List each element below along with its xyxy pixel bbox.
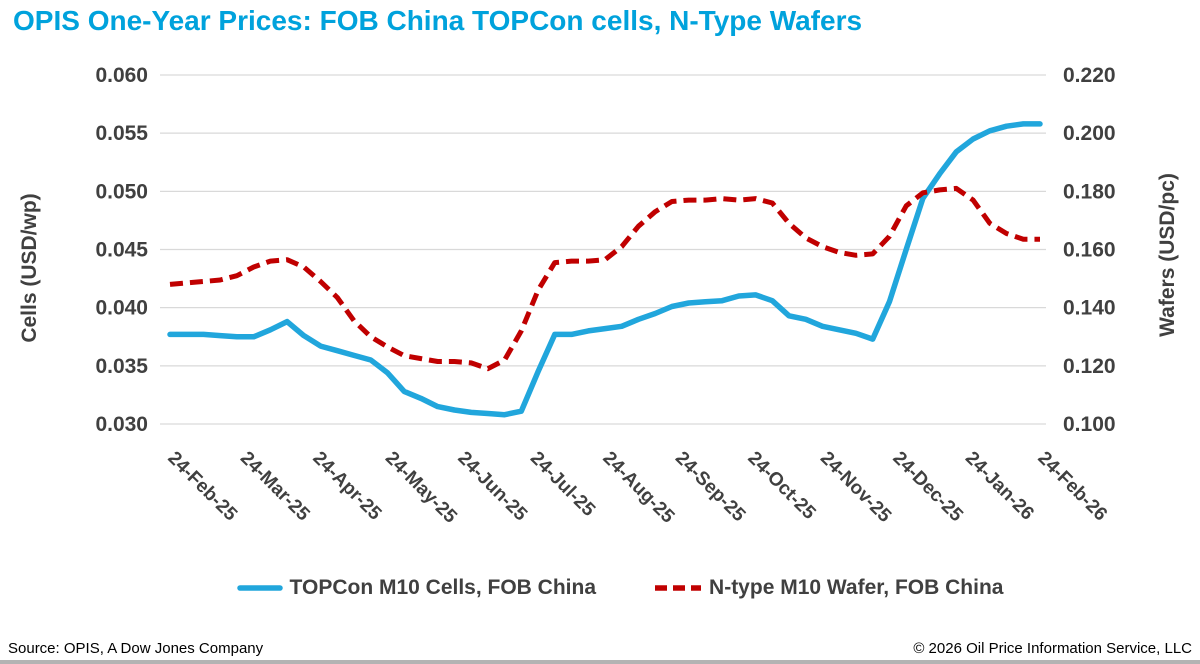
left-axis-tick-label: 0.045 <box>95 239 148 262</box>
legend: TOPCon M10 Cells, FOB China N-type M10 W… <box>0 576 1200 600</box>
footer: Source: OPIS, A Dow Jones Company © 2026… <box>0 640 1200 657</box>
right-axis-title: Wafers (USD/pc) <box>1156 173 1179 337</box>
series-line-wafers <box>169 185 1040 372</box>
legend-item-cells: TOPCon M10 Cells, FOB China <box>236 576 597 600</box>
x-axis-tick-label: 24-Sep-25 <box>671 448 750 527</box>
page-title: OPIS One-Year Prices: FOB China TOPCon c… <box>13 5 863 36</box>
left-axis-tick-label: 0.060 <box>95 64 148 87</box>
legend-label-cells: TOPCon M10 Cells, FOB China <box>289 576 597 599</box>
right-axis-tick-label: 0.180 <box>1063 180 1116 203</box>
x-axis-tick-label: 24-Nov-25 <box>816 448 895 527</box>
left-axis-tick-label: 0.040 <box>95 297 148 320</box>
wafer-dashed-line-icon <box>655 585 702 591</box>
legend-item-wafers: N-type M10 Wafer, FOB China <box>654 576 1003 600</box>
right-axis-tick-label: 0.200 <box>1063 122 1116 145</box>
series-line-cells <box>167 121 1043 418</box>
legend-label-wafers: N-type M10 Wafer, FOB China <box>709 576 1004 599</box>
gridlines <box>160 74 1046 425</box>
x-axis-tick-label: 24-Oct-25 <box>743 448 819 524</box>
cells-solid-line-icon <box>236 585 283 591</box>
left-axis-tick-label: 0.030 <box>95 413 148 436</box>
x-axis-tick-label: 24-Jan-26 <box>961 448 1038 525</box>
footer-source-text: Source: OPIS, A Dow Jones Company <box>8 640 264 657</box>
x-axis-tick-label: 24-Jul-25 <box>526 448 599 521</box>
x-axis-tick-label: 24-May-25 <box>381 448 461 528</box>
x-axis-tick-label: 24-Jun-25 <box>453 448 531 526</box>
left-axis-title: Cells (USD/wp) <box>18 193 41 342</box>
x-axis-tick-labels: 24-Feb-2524-Mar-2524-Apr-2524-May-2524-J… <box>163 448 1111 528</box>
price-chart: 0.060 0.055 0.050 0.045 0.040 0.035 0.030 0.22… <box>18 64 1179 528</box>
left-axis-tick-label: 0.055 <box>95 122 148 145</box>
x-axis-tick-label: 24-Aug-25 <box>598 448 678 528</box>
right-axis-tick-labels: 0.220 0.200 0.180 0.160 0.140 0.120 0.100 <box>1063 64 1116 436</box>
right-axis-tick-label: 0.220 <box>1063 64 1116 87</box>
x-axis-tick-label: 24-Feb-26 <box>1033 448 1111 526</box>
left-axis-tick-label: 0.050 <box>95 180 148 203</box>
left-axis-tick-label: 0.035 <box>95 355 148 378</box>
footer-copyright-text: © 2026 Oil Price Information Service, LL… <box>913 640 1192 657</box>
right-axis-tick-label: 0.160 <box>1063 239 1116 262</box>
x-axis-tick-label: 24-Dec-25 <box>888 448 967 527</box>
footer-divider <box>0 660 1200 664</box>
left-axis-tick-labels: 0.060 0.055 0.050 0.045 0.040 0.035 0.030 <box>95 64 148 436</box>
right-axis-tick-label: 0.140 <box>1063 297 1116 320</box>
x-axis-tick-label: 24-Mar-25 <box>236 448 314 526</box>
right-axis-tick-label: 0.100 <box>1063 413 1116 436</box>
x-axis-tick-label: 24-Apr-25 <box>308 448 385 525</box>
series-lines <box>167 121 1043 418</box>
right-axis-tick-label: 0.120 <box>1063 355 1116 378</box>
x-axis-tick-label: 24-Feb-25 <box>163 448 241 526</box>
